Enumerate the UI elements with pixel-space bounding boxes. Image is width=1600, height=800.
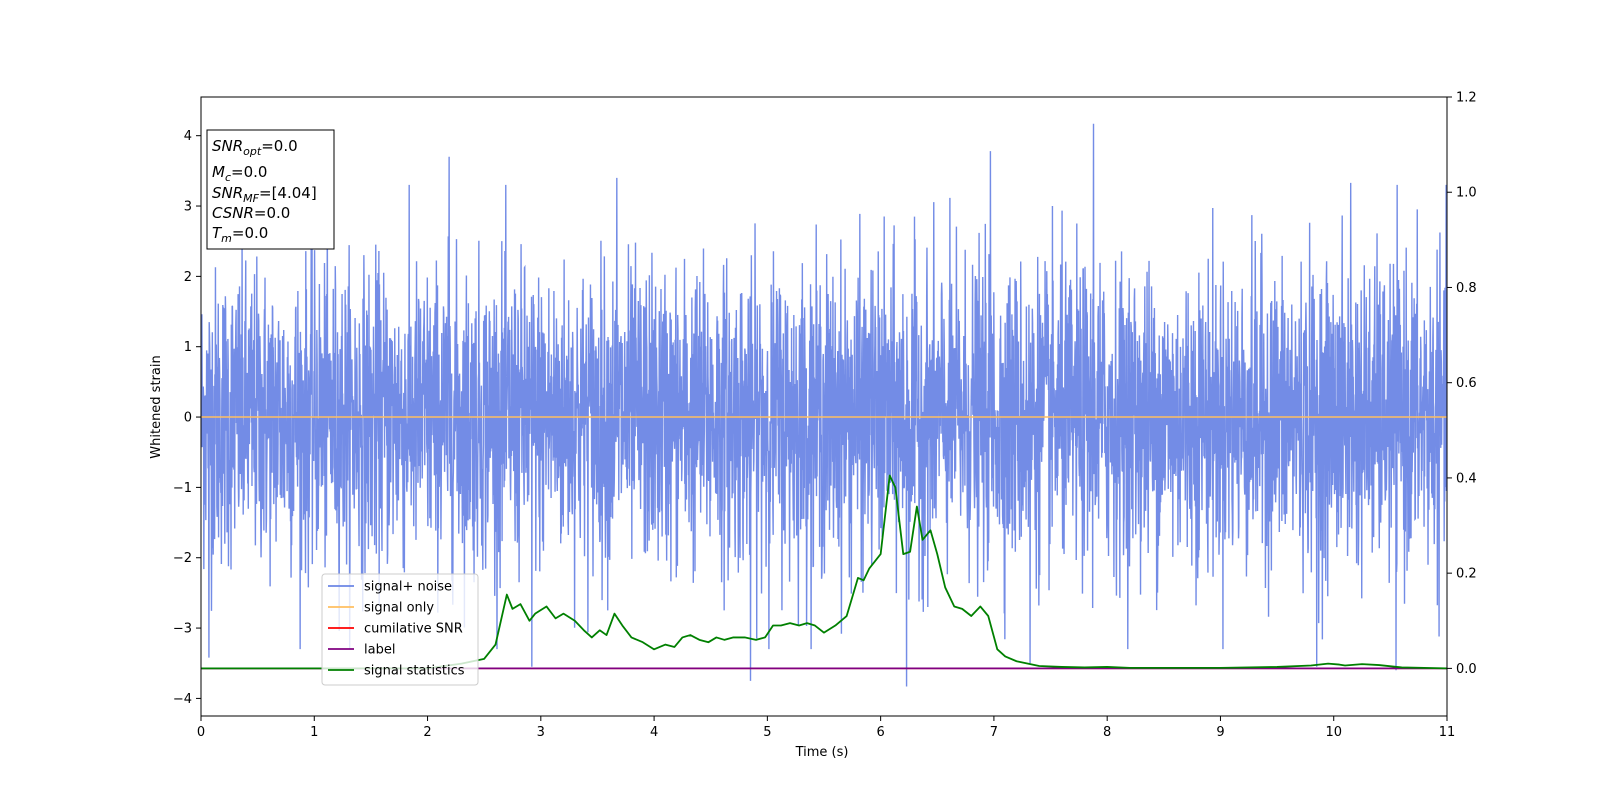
y-tick-label: −4 xyxy=(173,692,192,707)
x-tick-label: 10 xyxy=(1325,725,1342,740)
y2-tick-label: 1.0 xyxy=(1456,186,1477,201)
x-tick-label: 7 xyxy=(990,725,998,740)
y-tick-label: 1 xyxy=(184,340,192,355)
annotation-line: SNRopt=0.0 xyxy=(212,137,298,158)
annotation-line: SNRMF=[4.04] xyxy=(212,184,317,205)
y2-tick-label: 0.6 xyxy=(1456,376,1477,391)
x-tick-label: 9 xyxy=(1216,725,1224,740)
y2-tick-label: 0.0 xyxy=(1456,662,1477,677)
y2-tick-label: 0.8 xyxy=(1456,281,1477,296)
legend: signal+ noise signal only cumilative SNR la… xyxy=(321,573,479,686)
y-tick-label: 0 xyxy=(184,411,192,426)
x-tick-label: 0 xyxy=(197,725,205,740)
annotation-line: CSNR=0.0 xyxy=(212,204,290,222)
y-axis-label: Whitened strain xyxy=(149,355,164,458)
x-tick-label: 3 xyxy=(537,725,545,740)
y2-tick-label: 1.2 xyxy=(1456,91,1477,106)
x-tick-label: 6 xyxy=(876,725,884,740)
x-tick-label: 2 xyxy=(423,725,431,740)
x-tick-label: 5 xyxy=(763,725,771,740)
legend-label: cumilative SNR xyxy=(364,622,463,637)
x-tick-label: 4 xyxy=(650,725,658,740)
y-tick-label: −2 xyxy=(173,551,192,566)
y2-tick-label: 0.4 xyxy=(1456,471,1477,486)
y-tick-label: 2 xyxy=(184,270,192,285)
y-tick-label: 3 xyxy=(184,200,192,215)
x-axis-label: Time (s) xyxy=(795,745,849,760)
annotation-frame xyxy=(206,129,335,250)
x-tick-label: 11 xyxy=(1439,725,1456,740)
y-tick-label: −1 xyxy=(173,481,192,496)
y-tick-label: 4 xyxy=(184,129,192,144)
y-tick-label: −3 xyxy=(173,622,192,637)
legend-box xyxy=(321,573,479,686)
legend-label: signal statistics xyxy=(364,664,465,679)
x-tick-label: 8 xyxy=(1103,725,1111,740)
series-signal-statistics-line xyxy=(201,474,1447,670)
x-tick-label: 1 xyxy=(310,725,318,740)
legend-label: label xyxy=(364,643,395,658)
legend-label: signal only xyxy=(364,601,434,616)
y2-tick-label: 0.2 xyxy=(1456,567,1477,582)
annotation-line: Mc=0.0 xyxy=(212,163,267,184)
axes-frame xyxy=(200,96,1448,717)
axes: 0 1 2 3 4 5 6 7 8 9 10 11 −4 −3 −2 −1 0 1 2 3 4 0.0 0.2 0.4 0.6 0… xyxy=(173,91,1477,741)
annotation-line: Tm=0.0 xyxy=(212,224,268,245)
series-signal-noise-line xyxy=(201,123,1447,687)
legend-label: signal+ noise xyxy=(364,580,452,595)
